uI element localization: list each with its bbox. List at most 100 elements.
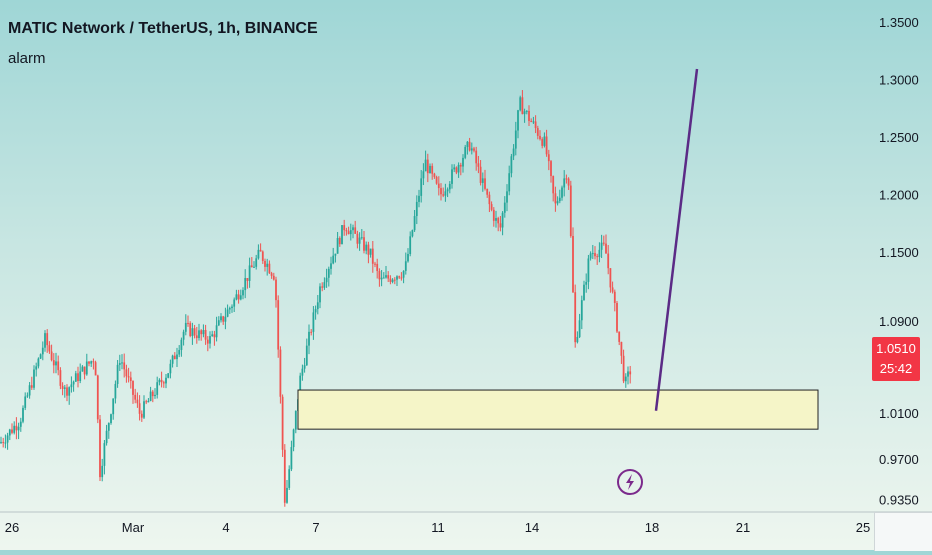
candle (618, 331, 621, 346)
candle (226, 304, 229, 318)
support-zone-rectangle[interactable] (297, 389, 819, 430)
candle (627, 366, 629, 385)
candle (61, 382, 64, 396)
candle (404, 252, 407, 275)
candle (13, 421, 16, 435)
candle (473, 146, 475, 153)
candle (77, 366, 79, 388)
candle (0, 436, 2, 445)
candle (376, 258, 379, 279)
alert-icon[interactable] (617, 469, 643, 495)
candle (209, 331, 211, 349)
candle (101, 458, 104, 482)
chart-title: MATIC Network / TetherUS, 1h, BINANCE (8, 20, 318, 37)
candle (222, 315, 225, 325)
candle (68, 386, 71, 405)
candle (246, 277, 249, 289)
candle (558, 189, 561, 204)
candle (149, 386, 152, 402)
candle (488, 191, 491, 213)
candle (110, 413, 112, 425)
candle (521, 90, 524, 115)
candle (103, 440, 106, 475)
candle (151, 389, 154, 403)
candle (132, 380, 134, 404)
candle (63, 384, 66, 398)
candle (446, 187, 449, 198)
candle (220, 313, 222, 323)
candle (448, 181, 451, 194)
x-tick-label: 4 (222, 520, 229, 535)
candle (169, 359, 172, 379)
candle (99, 414, 101, 481)
candle (96, 374, 99, 424)
candle (242, 287, 244, 300)
candle (114, 380, 117, 404)
candle (371, 241, 374, 273)
candle (156, 376, 159, 399)
candle (66, 384, 68, 402)
candle (442, 187, 445, 198)
candle (598, 242, 601, 263)
candle (88, 361, 90, 367)
y-tick-label: 1.3500 (879, 15, 919, 30)
candle (356, 230, 359, 249)
candle (253, 261, 255, 268)
candle (462, 154, 464, 173)
axis-corner[interactable] (874, 512, 932, 551)
candle (301, 364, 304, 381)
candle (352, 224, 354, 239)
candle (327, 266, 330, 287)
candle (358, 232, 361, 251)
candle (517, 109, 519, 139)
candle (325, 268, 328, 288)
candle (107, 422, 110, 439)
candle (294, 410, 297, 434)
candle (303, 357, 306, 373)
candle (360, 229, 363, 240)
candle (279, 346, 282, 404)
candle (321, 282, 324, 292)
y-tick-label: 1.0900 (879, 314, 919, 329)
candle (382, 272, 385, 279)
candle (213, 330, 216, 346)
projection-trend-line[interactable] (654, 68, 699, 411)
candle (576, 331, 579, 344)
candle (204, 324, 207, 345)
candle (574, 284, 577, 348)
last-price-badge: 1.0510 25:42 (872, 337, 920, 381)
candle (587, 254, 590, 290)
candle (523, 108, 526, 123)
candle (578, 313, 581, 339)
candle (589, 251, 592, 261)
candle (481, 172, 484, 192)
candle (121, 354, 123, 370)
candle (470, 142, 473, 155)
candle (52, 353, 55, 374)
candle (602, 235, 605, 246)
candle (561, 185, 563, 201)
candle (206, 336, 209, 352)
candle (429, 163, 431, 174)
candle (514, 121, 517, 156)
candle (191, 322, 194, 345)
candle (374, 261, 376, 268)
candle (72, 380, 75, 392)
candle (457, 162, 460, 178)
candle (426, 153, 429, 183)
candle (336, 231, 339, 254)
candle (528, 105, 530, 126)
candle (369, 248, 372, 258)
candle (569, 180, 572, 238)
candle (171, 354, 174, 368)
candle (492, 207, 495, 227)
candle (182, 329, 185, 346)
candle (154, 388, 156, 399)
x-tick-label: 18 (645, 520, 659, 535)
candle (402, 270, 405, 284)
candle (46, 329, 49, 353)
candle (422, 163, 425, 186)
candle (198, 323, 200, 341)
